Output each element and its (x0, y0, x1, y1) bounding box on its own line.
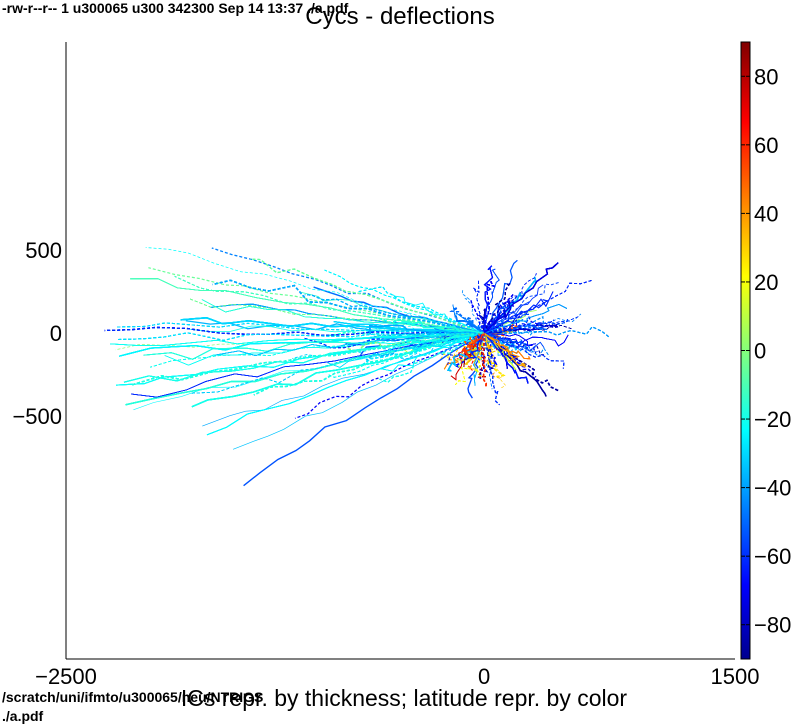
cyclone-track (481, 332, 487, 388)
x-axis-label: ICs repr. by thickness; latitude repr. b… (181, 685, 627, 711)
chart-title: Cycs - deflections (305, 3, 494, 30)
cyclone-track (484, 326, 610, 338)
cyclone-track (434, 332, 485, 344)
colorbar-tick-label: 20 (754, 270, 778, 295)
cyclone-track (484, 319, 555, 334)
y-tick-label: 0 (50, 321, 62, 346)
cyclone-track (145, 247, 485, 334)
cyclone-track (369, 324, 485, 335)
cyclone-track (202, 332, 485, 427)
cyclone-track (327, 332, 485, 378)
cyclone-track (211, 247, 485, 334)
cyclone-track (483, 303, 568, 334)
cyclone-track (201, 299, 485, 334)
colorbar-tick-label: −60 (754, 544, 791, 569)
cyclone-track (483, 282, 512, 334)
cyclone-track (484, 318, 569, 334)
cyclone-track (346, 332, 485, 353)
cyclone-track (414, 332, 485, 344)
colorbar-tick-label: 80 (754, 64, 778, 89)
cyclone-track (483, 332, 506, 378)
cyclone-track (461, 332, 485, 358)
cyclone-track (334, 322, 485, 334)
cyclone-track (358, 286, 485, 334)
colorbar-tick-label: −20 (754, 407, 791, 432)
colorbar-tick-label: −40 (754, 476, 791, 501)
cyclone-track (483, 278, 496, 334)
cyclone-track (381, 332, 485, 372)
cyclone-track (405, 329, 485, 340)
cyclone-track (479, 332, 489, 379)
cyclone-track (455, 332, 485, 386)
x-tick-label: 1500 (711, 664, 760, 689)
cyclone-track (104, 326, 485, 337)
x-tick-label: −2500 (35, 664, 97, 689)
footer-file: ./a.pdf (2, 708, 44, 724)
cyclone-track (365, 332, 485, 361)
cyclone-track (253, 332, 485, 396)
cyclone-track (483, 332, 500, 406)
colorbar-ticks: 80 60 40 20 0 −20 −40 −60 −80 (741, 64, 791, 638)
cyclone-track (143, 332, 485, 360)
cyclone-track (483, 302, 512, 334)
footer-path: /scratch/uni/ifmto/u300065/neu/NTRIGS (2, 689, 263, 705)
colorbar-tick-label: 60 (754, 133, 778, 158)
colorbar-tick-label: −80 (754, 613, 791, 638)
cyclone-track (473, 279, 485, 334)
cyclone-track (483, 313, 501, 334)
cyclone-track (148, 267, 485, 334)
cyclone-tracks (104, 247, 610, 487)
header-file-info: -rw-r--r-- 1 u300065 u300 342300 Sep 14 … (2, 0, 349, 16)
cyclone-track (370, 331, 485, 339)
cyclone-track (130, 278, 485, 334)
cyclone-track (447, 332, 485, 366)
cyclone-track (483, 332, 522, 347)
cyclone-track (484, 330, 542, 336)
cyclone-track (180, 317, 485, 334)
cyclone-track (483, 265, 494, 334)
cyclone-track (191, 332, 485, 408)
cyclone-track (484, 316, 538, 334)
cyclone-track (243, 332, 485, 487)
cyclone-track (232, 332, 485, 450)
cyclone-track (452, 304, 485, 334)
cyclone-track (483, 281, 561, 334)
cyclone-track (484, 332, 536, 347)
cyclone-track (472, 332, 485, 357)
cyclone-track (409, 332, 485, 352)
cyclone-track (470, 300, 485, 334)
cyclone-track (483, 332, 493, 390)
colorbar-tick-label: 40 (754, 201, 778, 226)
cyclone-track (484, 322, 560, 334)
y-tick-label: 500 (25, 238, 62, 263)
cyclone-track (206, 332, 485, 436)
cyclone-track (477, 332, 486, 378)
cyclone-track (174, 275, 485, 334)
cyclone-track (483, 332, 507, 389)
cyclone-track (250, 258, 485, 334)
cyclone-track (484, 324, 560, 334)
cyclone-track (478, 308, 487, 334)
x-tick-label: 0 (478, 664, 490, 689)
cyclone-track (117, 332, 485, 341)
cyclone-track (463, 332, 485, 349)
y-tick-label: −500 (12, 404, 62, 429)
cyclone-track (380, 332, 485, 353)
cyclone-track (131, 332, 485, 386)
cyclone-track (393, 321, 485, 334)
cyclone-track (483, 279, 593, 334)
colorbar-tick-label: 0 (754, 339, 766, 364)
cyclone-track (443, 332, 485, 370)
cyclone-track (149, 332, 485, 368)
cyclone-track (483, 332, 527, 368)
cyclone-track (379, 332, 485, 383)
cyclone-track (483, 332, 529, 384)
